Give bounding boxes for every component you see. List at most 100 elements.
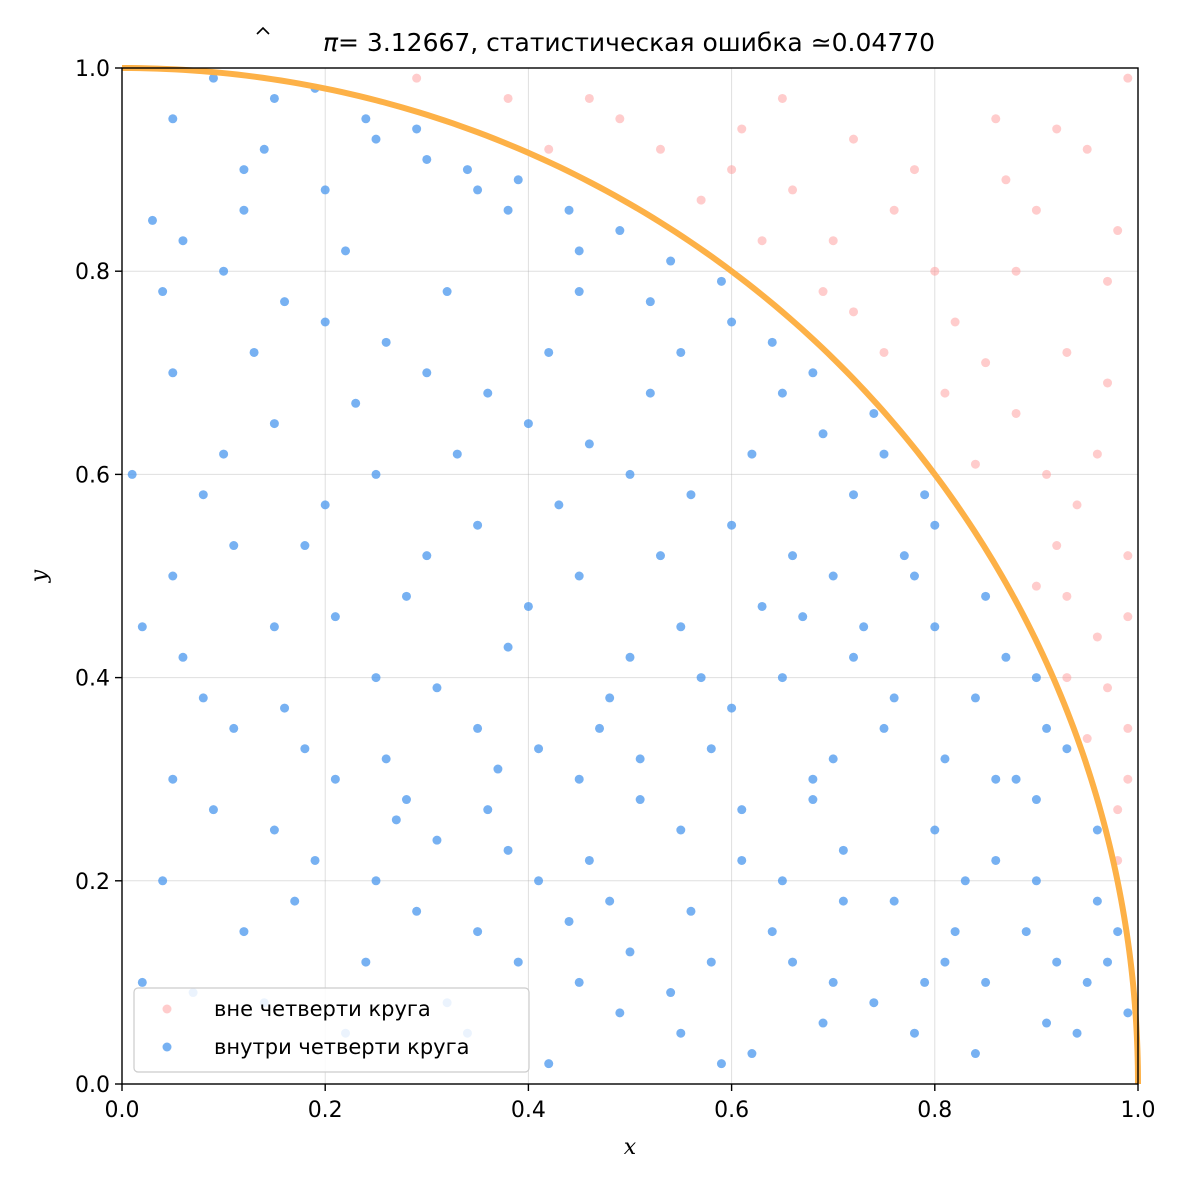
outside-point	[1062, 673, 1072, 683]
y-axis-label: y	[27, 569, 52, 583]
inside-point	[777, 876, 787, 886]
inside-point	[473, 723, 483, 733]
inside-point	[554, 500, 564, 510]
inside-point	[452, 449, 462, 459]
inside-point	[523, 601, 533, 611]
inside-point	[574, 977, 584, 987]
x-tick-label: 0.0	[105, 1098, 140, 1123]
outside-point	[1082, 734, 1092, 744]
inside-point	[920, 490, 930, 500]
inside-point	[818, 429, 828, 439]
inside-point	[716, 1059, 726, 1069]
inside-point	[574, 246, 584, 256]
inside-point	[828, 571, 838, 581]
inside-point	[361, 957, 371, 967]
inside-point	[909, 571, 919, 581]
inside-point	[970, 1049, 980, 1059]
inside-point	[137, 977, 147, 987]
inside-point	[676, 347, 686, 357]
inside-point	[666, 256, 676, 266]
inside-point	[473, 927, 483, 937]
outside-point	[1123, 73, 1133, 83]
inside-point	[747, 449, 757, 459]
inside-point	[280, 297, 290, 307]
inside-point	[239, 205, 249, 215]
outside-point	[1011, 266, 1021, 276]
inside-point	[1031, 673, 1041, 683]
outside-point	[737, 124, 747, 134]
outside-point	[1052, 124, 1062, 134]
inside-point	[788, 957, 798, 967]
inside-point	[605, 693, 615, 703]
inside-point	[1021, 927, 1031, 937]
inside-point	[676, 825, 686, 835]
chart-title: π= 3.12667, статистическая ошибка ≃0.047…	[323, 28, 935, 57]
inside-point	[229, 723, 239, 733]
inside-point	[767, 927, 777, 937]
outside-point	[1123, 551, 1133, 561]
inside-point	[168, 571, 178, 581]
inside-point	[1062, 744, 1072, 754]
inside-point	[432, 683, 442, 693]
outside-point	[828, 236, 838, 246]
outside-point	[1062, 347, 1072, 357]
inside-point	[341, 246, 351, 256]
inside-point	[666, 988, 676, 998]
outside-point	[849, 307, 859, 317]
outside-point	[1092, 449, 1102, 459]
inside-point	[473, 185, 483, 195]
inside-point	[320, 500, 330, 510]
inside-point	[361, 114, 371, 124]
inside-point	[269, 419, 279, 429]
inside-point	[178, 652, 188, 662]
outside-point	[1123, 723, 1133, 733]
outside-point	[757, 236, 767, 246]
inside-point	[178, 236, 188, 246]
outside-point	[1123, 774, 1133, 784]
outside-point	[889, 205, 899, 215]
title-estimate: = 3.12667, статистическая ошибка	[338, 28, 811, 57]
inside-point	[320, 317, 330, 327]
inside-point	[859, 622, 869, 632]
inside-point	[686, 906, 696, 916]
outside-point	[818, 287, 828, 297]
inside-point	[534, 744, 544, 754]
inside-point	[208, 805, 218, 815]
inside-point	[371, 134, 381, 144]
inside-point	[401, 795, 411, 805]
legend-box	[133, 987, 530, 1073]
inside-point	[280, 703, 290, 713]
inside-point	[1031, 876, 1041, 886]
outside-point	[777, 93, 787, 103]
inside-point	[300, 541, 310, 551]
inside-point	[849, 652, 859, 662]
inside-point	[371, 876, 381, 886]
outside-point	[1062, 591, 1072, 601]
inside-point	[981, 591, 991, 601]
y-tick-label: 1.0	[75, 57, 110, 82]
outside-point	[1031, 581, 1041, 591]
inside-point	[655, 551, 665, 561]
inside-point	[483, 805, 493, 815]
inside-point	[574, 774, 584, 784]
inside-point	[930, 520, 940, 530]
inside-point	[320, 185, 330, 195]
outside-point	[544, 144, 554, 154]
inside-point	[330, 774, 340, 784]
inside-point	[950, 927, 960, 937]
outside-point	[1123, 612, 1133, 622]
inside-point	[574, 287, 584, 297]
inside-point	[300, 744, 310, 754]
inside-point	[1042, 723, 1052, 733]
inside-point	[1103, 957, 1113, 967]
inside-point	[544, 1059, 554, 1069]
inside-point	[645, 388, 655, 398]
inside-point	[808, 774, 818, 784]
outside-point	[1031, 205, 1041, 215]
inside-point	[1031, 795, 1041, 805]
inside-point	[838, 896, 848, 906]
inside-point	[798, 612, 808, 622]
inside-point	[462, 165, 472, 175]
legend-label-outside: вне четверти круга	[214, 997, 431, 1021]
inside-point	[716, 276, 726, 286]
